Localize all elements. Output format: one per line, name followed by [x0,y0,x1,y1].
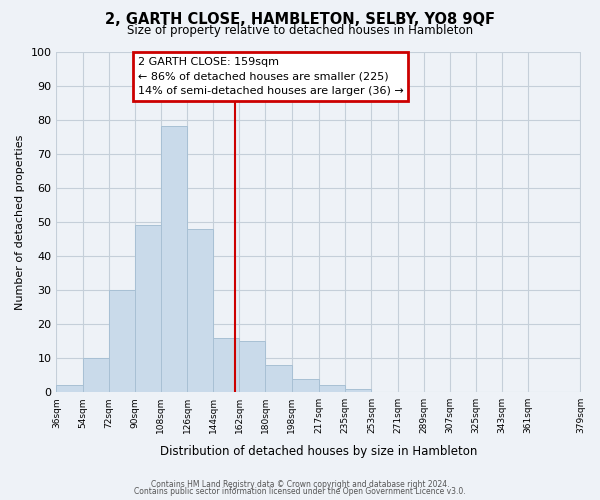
Text: 2, GARTH CLOSE, HAMBLETON, SELBY, YO8 9QF: 2, GARTH CLOSE, HAMBLETON, SELBY, YO8 9Q… [105,12,495,28]
Bar [239,341,265,392]
Text: Contains HM Land Registry data © Crown copyright and database right 2024.: Contains HM Land Registry data © Crown c… [151,480,449,489]
Bar [83,358,109,392]
X-axis label: Distribution of detached houses by size in Hambleton: Distribution of detached houses by size … [160,444,477,458]
Bar [161,126,187,392]
Bar [213,338,239,392]
Bar [56,386,83,392]
Bar [109,290,135,392]
Bar [135,225,161,392]
Text: 2 GARTH CLOSE: 159sqm
← 86% of detached houses are smaller (225)
14% of semi-det: 2 GARTH CLOSE: 159sqm ← 86% of detached … [137,56,403,96]
Y-axis label: Number of detached properties: Number of detached properties [15,134,25,310]
Bar [187,228,213,392]
Bar [265,365,292,392]
Bar [319,386,346,392]
Text: Size of property relative to detached houses in Hambleton: Size of property relative to detached ho… [127,24,473,37]
Text: Contains public sector information licensed under the Open Government Licence v3: Contains public sector information licen… [134,487,466,496]
Bar [292,378,319,392]
Bar [346,388,371,392]
